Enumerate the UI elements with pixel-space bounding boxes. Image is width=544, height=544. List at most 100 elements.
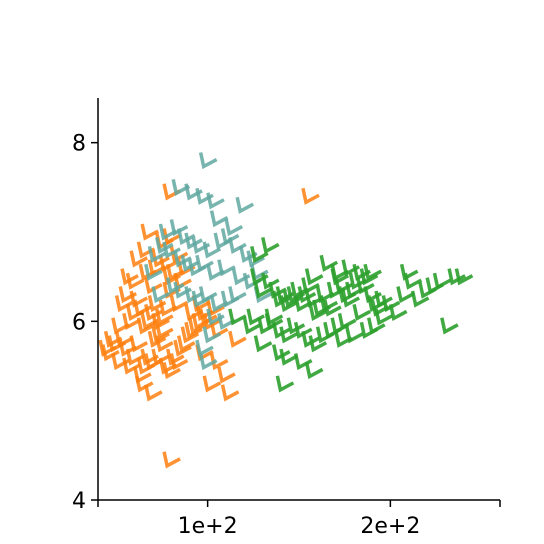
scatter-point-s2-61 <box>352 304 371 322</box>
scatter-point-s2-42 <box>440 317 459 335</box>
scatter-point-s2-55 <box>308 335 328 353</box>
scatter-point-s1-9 <box>169 219 189 237</box>
scatter-point-s2-17 <box>319 295 339 313</box>
scatter-point-s1-4 <box>206 192 225 210</box>
scatter-point-s0-59 <box>166 263 185 281</box>
scatter-point-s2-70 <box>334 330 353 348</box>
scatter-point-s0-47 <box>158 299 178 317</box>
scatter-point-s1-7 <box>224 219 244 237</box>
scatter-point-s0-49 <box>169 295 189 313</box>
scatter-point-s1-10 <box>176 228 196 246</box>
scatter-point-s0-78 <box>184 304 203 322</box>
scatter-point-s2-14 <box>308 304 328 322</box>
scatter-point-s0-50 <box>120 268 139 286</box>
scatter-point-s0-63 <box>162 228 181 246</box>
scatter-point-s0-24 <box>173 339 192 357</box>
scatter-point-s2-41 <box>432 272 452 290</box>
scatter-point-s1-32 <box>184 286 203 304</box>
scatter-point-s2-18 <box>323 299 342 317</box>
scatter-point-s1-35 <box>209 295 229 313</box>
scatter-point-s2-2 <box>261 272 280 290</box>
scatter-point-s2-6 <box>279 295 298 313</box>
scatter-point-s1-22 <box>180 254 200 272</box>
scatter-point-s1-6 <box>209 210 229 228</box>
scatter-point-s0-20 <box>134 375 154 393</box>
scatter-point-s0-25 <box>176 335 196 353</box>
scatter-point-s2-32 <box>374 290 393 308</box>
scatter-point-s2-45 <box>228 308 247 326</box>
scatter-point-s0-70 <box>217 366 236 384</box>
scatter-point-s2-59 <box>337 312 357 330</box>
scatter-point-s1-44 <box>151 286 170 304</box>
scatter-point-s2-77 <box>264 308 284 326</box>
scatter-point-s1-21 <box>173 250 192 268</box>
scatter-point-s0-9 <box>129 335 149 353</box>
scatter-point-s0-51 <box>125 272 145 290</box>
scatter-point-s2-52 <box>286 317 306 335</box>
scatter-point-s2-71 <box>330 263 350 281</box>
x-tick-label-0: 1e+2 <box>178 514 238 539</box>
scatter-point-s2-66 <box>279 348 298 366</box>
scatter-point-s0-68 <box>202 375 222 393</box>
scatter-point-s2-24 <box>345 281 364 299</box>
scatter-point-s2-10 <box>293 295 313 313</box>
scatter-point-s2-37 <box>403 272 423 290</box>
scatter-point-s1-12 <box>202 241 222 259</box>
scatter-point-s0-32 <box>202 312 222 330</box>
scatter-point-s0-23 <box>169 353 189 371</box>
scatter-point-s0-54 <box>144 277 163 295</box>
scatter-point-s1-24 <box>195 254 214 272</box>
markers-layer <box>98 152 474 469</box>
scatter-point-s2-23 <box>341 290 360 308</box>
scatter-point-s2-33 <box>381 295 401 313</box>
scatter-point-s2-75 <box>363 263 382 281</box>
scatter-point-s2-25 <box>348 272 368 290</box>
scatter-point-s2-38 <box>410 290 430 308</box>
scatter-point-s1-1 <box>171 178 191 196</box>
scatter-point-s2-34 <box>388 304 408 322</box>
scatter-point-s1-25 <box>206 263 225 281</box>
scatter-point-s1-19 <box>155 237 174 255</box>
scatter-point-s0-41 <box>136 317 156 335</box>
scatter-point-s0-76 <box>151 326 170 344</box>
scatter-point-s2-68 <box>304 362 324 380</box>
scatter-point-s2-28 <box>359 268 379 286</box>
scatter-point-s1-0 <box>198 152 218 170</box>
scatter-point-s0-56 <box>151 250 170 268</box>
scatter-point-s2-53 <box>293 321 313 339</box>
scatter-point-s0-52 <box>129 250 149 268</box>
scatter-point-s0-17 <box>158 357 178 375</box>
scatter-point-s0-75 <box>162 451 181 469</box>
scatter-point-s0-18 <box>162 362 181 380</box>
x-tick-label-1: 2e+2 <box>360 514 420 539</box>
scatter-point-s2-79 <box>261 237 280 255</box>
scatter-point-s2-76 <box>253 335 273 353</box>
scatter-point-s0-46 <box>155 308 174 326</box>
scatter-point-s2-47 <box>246 308 265 326</box>
scatter-point-s0-15 <box>151 348 170 366</box>
scatter-point-s1-43 <box>144 263 163 281</box>
scatter-point-s2-36 <box>399 263 419 281</box>
scatter-point-s2-50 <box>272 321 291 339</box>
scatter-point-s1-14 <box>220 228 240 246</box>
scatter-point-s2-65 <box>272 344 291 362</box>
scatter-point-s0-26 <box>180 326 200 344</box>
scatter-point-s0-71 <box>220 384 240 402</box>
scatter-point-s2-63 <box>367 317 386 335</box>
scatter-point-s0-6 <box>118 339 138 357</box>
scatter-point-s1-39 <box>217 312 236 330</box>
scatter-point-s2-73 <box>304 268 324 286</box>
y-tick-label-2: 8 <box>72 132 86 157</box>
scatter-point-s2-69 <box>275 375 295 393</box>
y-tick-label-1: 6 <box>72 310 86 335</box>
scatter-point-s0-72 <box>228 330 247 348</box>
scatter-point-s1-18 <box>147 245 167 263</box>
y-tick-label-0: 4 <box>72 489 86 514</box>
scatter-point-s2-43 <box>447 268 466 286</box>
scatter-point-s1-42 <box>198 353 218 371</box>
scatter-point-s0-79 <box>111 317 130 335</box>
scatter-point-s1-34 <box>198 286 218 304</box>
scatter-point-s2-67 <box>293 353 313 371</box>
scatter-point-s2-74 <box>341 259 360 277</box>
